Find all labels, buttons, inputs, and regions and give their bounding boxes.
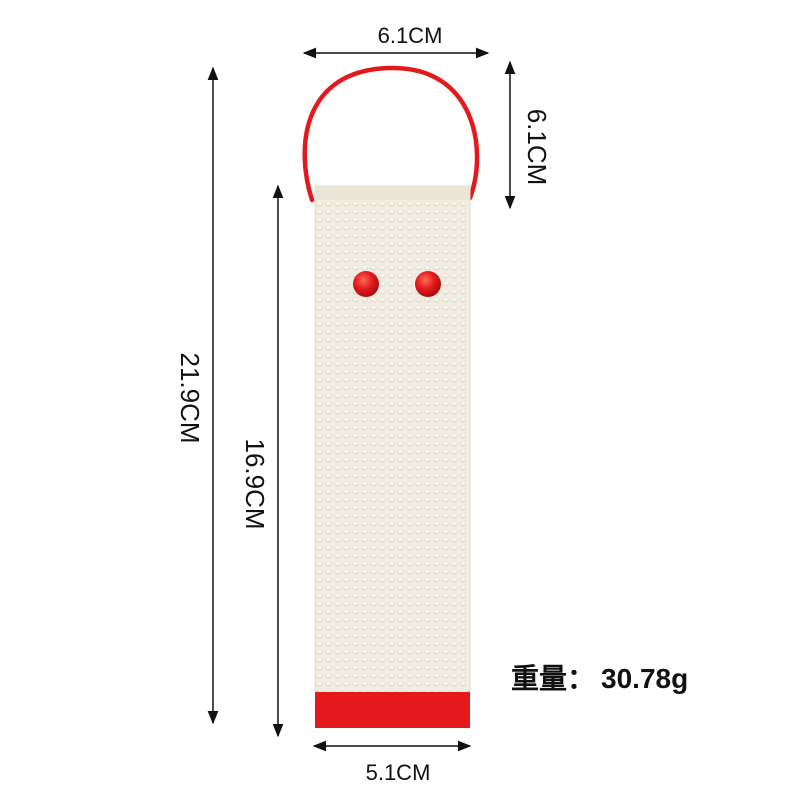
loop-width-label: 6.1CM: [378, 23, 443, 48]
loop-height-label: 6.1CM: [522, 109, 552, 186]
red-rivet-right: [415, 271, 441, 297]
red-wire-loop: [302, 65, 480, 203]
strap-length-label: 16.9CM: [240, 438, 270, 529]
fabric-strap: [314, 185, 471, 728]
strap-width-label: 5.1CM: [366, 760, 431, 785]
strap-top-fold: [315, 186, 470, 200]
weight-text: 重量： 30.78g: [511, 663, 688, 694]
red-rivet-left: [353, 271, 379, 297]
weight-label: 重量：: [511, 663, 595, 694]
weight-value: 30.78g: [601, 663, 688, 694]
total-length-label: 21.9CM: [175, 352, 205, 443]
red-end-tab: [315, 692, 470, 728]
